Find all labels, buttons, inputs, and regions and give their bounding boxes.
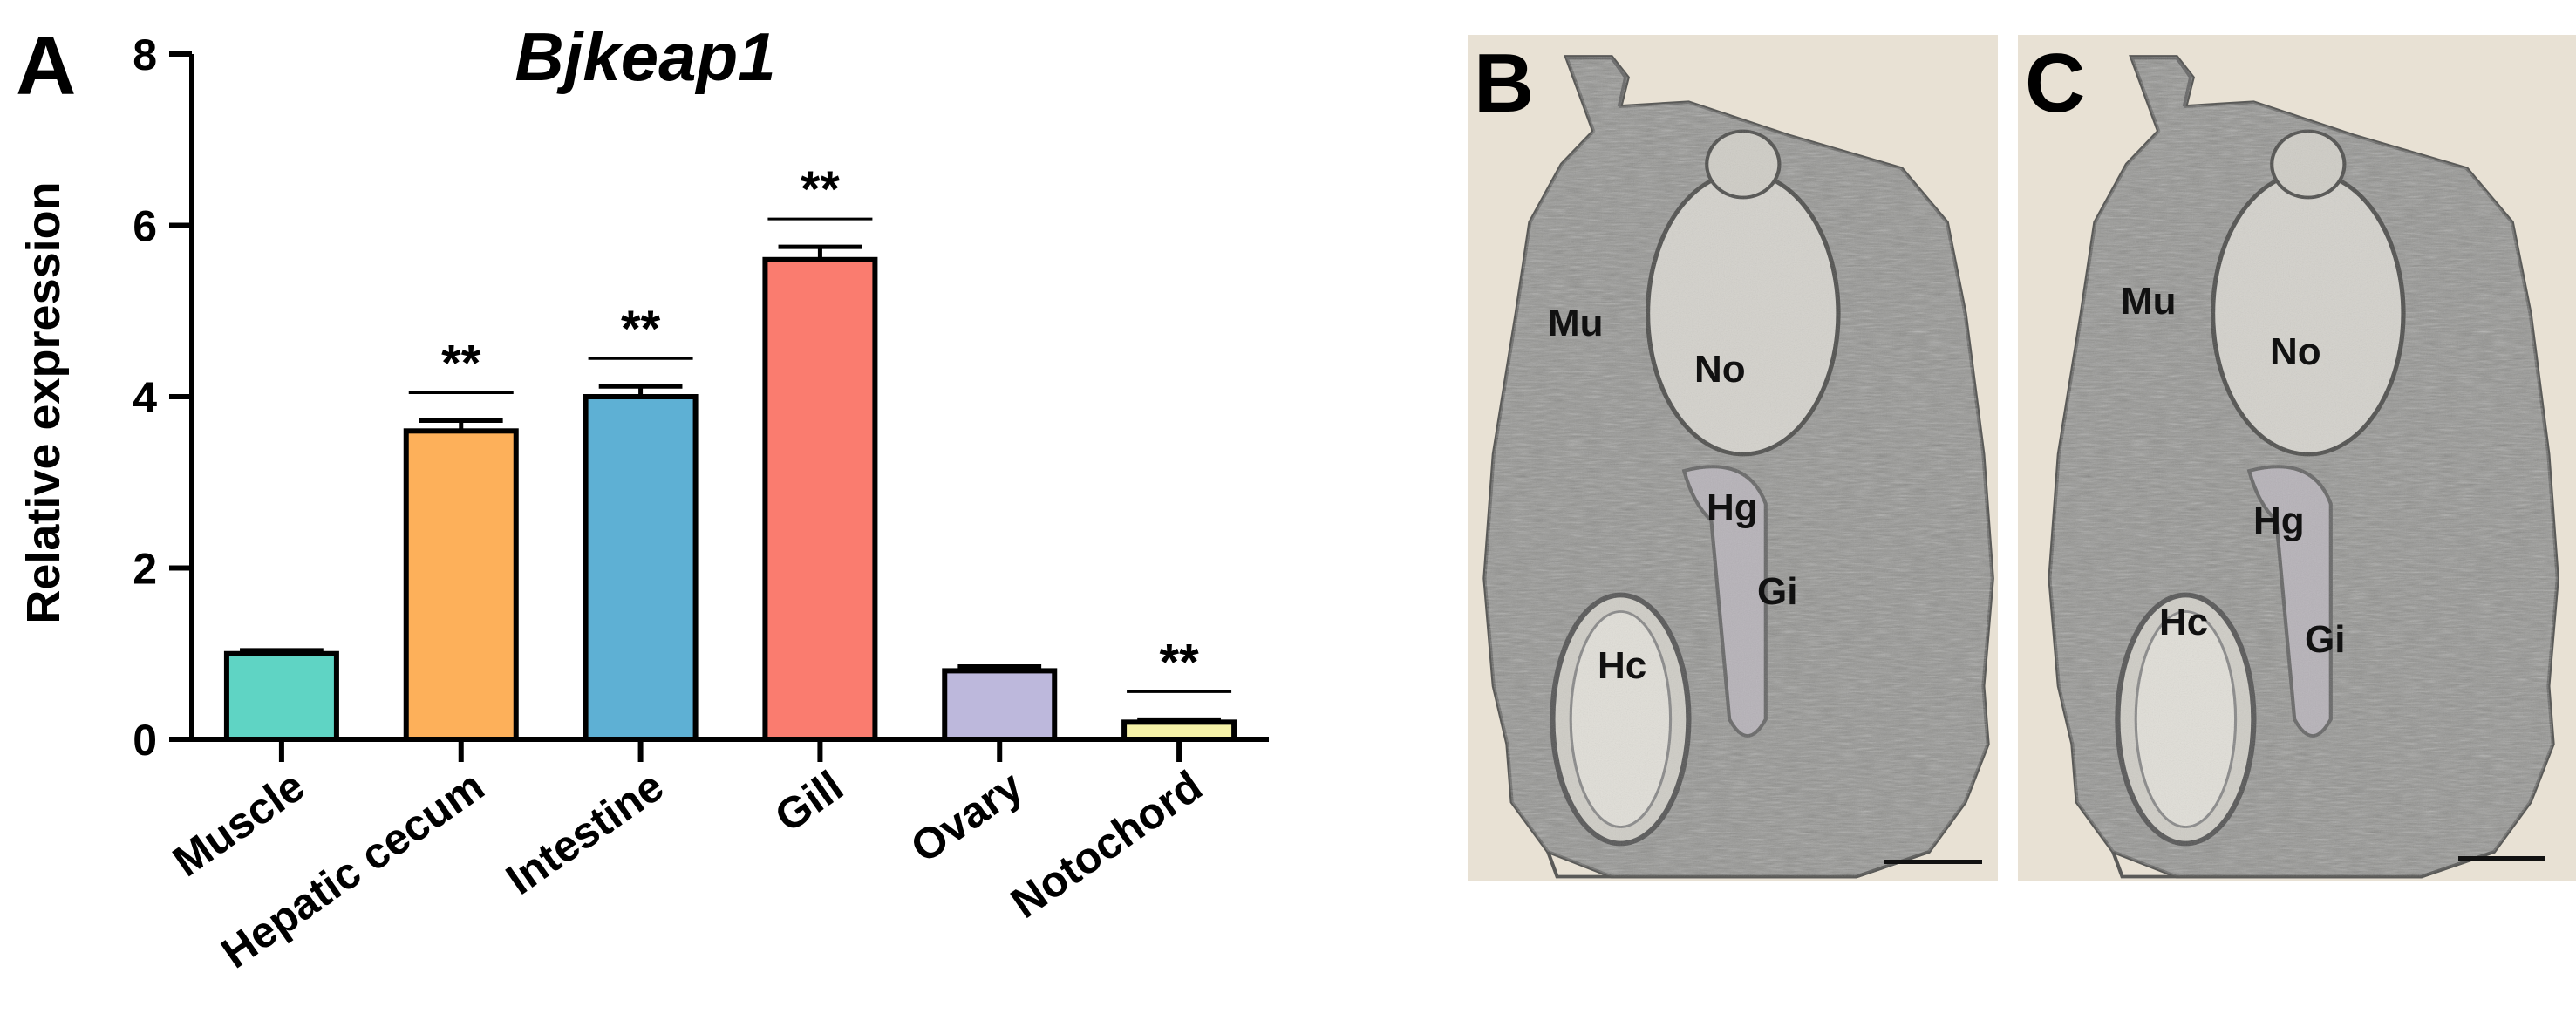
significance-marks: ** ** ** ** bbox=[408, 161, 1232, 693]
significance-label-2: ** bbox=[621, 301, 661, 357]
x-axis bbox=[189, 737, 1269, 762]
panel-c-micrograph: C Mu No Hg Hc Gi bbox=[2018, 35, 2576, 881]
y-tick-label-4: 8 bbox=[133, 31, 157, 79]
bar-3 bbox=[762, 256, 878, 742]
category-label-4: Ovary bbox=[902, 761, 1031, 872]
panel-letter-a: A bbox=[16, 19, 76, 112]
significance-label-1: ** bbox=[441, 336, 481, 392]
label-c-no: No bbox=[2270, 330, 2321, 373]
y-tick-label-0: 0 bbox=[133, 716, 157, 765]
bar-2 bbox=[583, 394, 699, 742]
y-tick-label-2: 4 bbox=[133, 373, 157, 422]
bar-4 bbox=[942, 668, 1058, 743]
label-b-no: No bbox=[1694, 348, 1746, 391]
panel-letter-b: B bbox=[1474, 37, 1534, 130]
bar-5 bbox=[1121, 719, 1237, 742]
panel-c-scale-bar bbox=[2458, 856, 2545, 861]
error-bars bbox=[240, 244, 1221, 723]
label-c-hg: Hg bbox=[2253, 500, 2305, 542]
y-axis: 0 2 4 6 8 bbox=[133, 31, 194, 765]
label-c-gi: Gi bbox=[2305, 618, 2345, 661]
y-axis-label: Relative expression bbox=[17, 181, 70, 623]
category-label-5: Notochord bbox=[1002, 761, 1210, 928]
panel-b-micrograph: B Mu No Hg Gi Hc bbox=[1468, 35, 1998, 881]
category-label-2: Intestine bbox=[497, 761, 672, 904]
label-b-hc: Hc bbox=[1598, 644, 1646, 687]
y-tick-label-3: 6 bbox=[133, 202, 157, 251]
label-c-mu: Mu bbox=[2121, 280, 2177, 323]
label-b-hg: Hg bbox=[1707, 486, 1758, 529]
significance-label-5: ** bbox=[1160, 634, 1200, 690]
bar-1 bbox=[403, 428, 519, 742]
label-c-hc: Hc bbox=[2159, 601, 2208, 643]
category-label-3: Gill bbox=[767, 761, 852, 841]
panel-letter-c: C bbox=[2025, 37, 2085, 130]
bars bbox=[223, 256, 1237, 743]
panel-b-scale-bar bbox=[1884, 860, 1982, 864]
bar-0 bbox=[223, 650, 339, 742]
label-b-mu: Mu bbox=[1548, 302, 1604, 344]
y-tick-label-1: 2 bbox=[133, 545, 157, 594]
significance-label-3: ** bbox=[801, 161, 841, 218]
chart-title: Bjkeap1 bbox=[515, 18, 775, 95]
category-label-0: Muscle bbox=[164, 761, 313, 886]
label-b-gi: Gi bbox=[1757, 570, 1797, 613]
